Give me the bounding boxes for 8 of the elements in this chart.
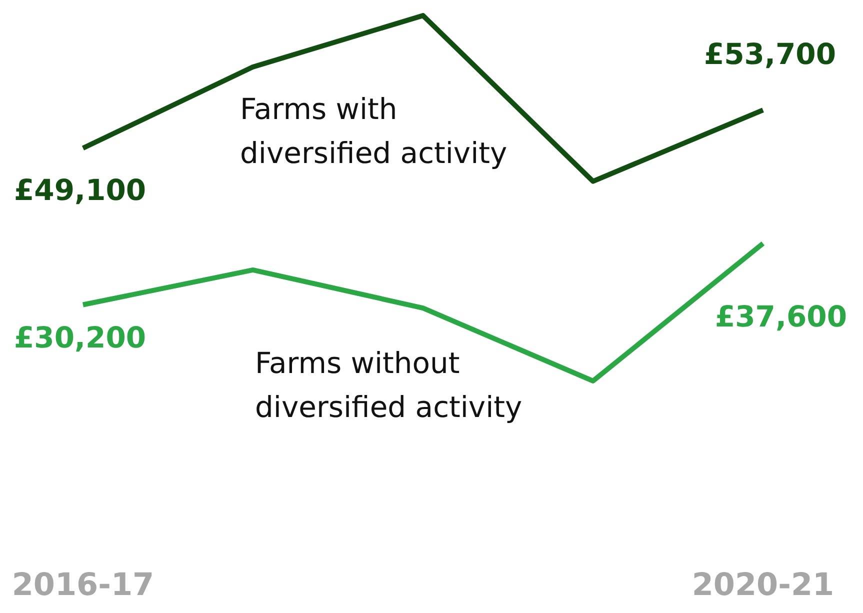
series-label: Farms with diversified activity	[240, 92, 508, 170]
x-tick-label: 2016-17	[12, 567, 154, 603]
data-label: £49,100	[14, 173, 146, 208]
data-label: £53,700	[704, 37, 836, 72]
data-label: £30,200	[14, 320, 146, 355]
data-label: £37,600	[714, 299, 848, 334]
x-tick-label: 2020-21	[692, 567, 834, 603]
series-label: Farms without diversified activity	[255, 346, 522, 424]
